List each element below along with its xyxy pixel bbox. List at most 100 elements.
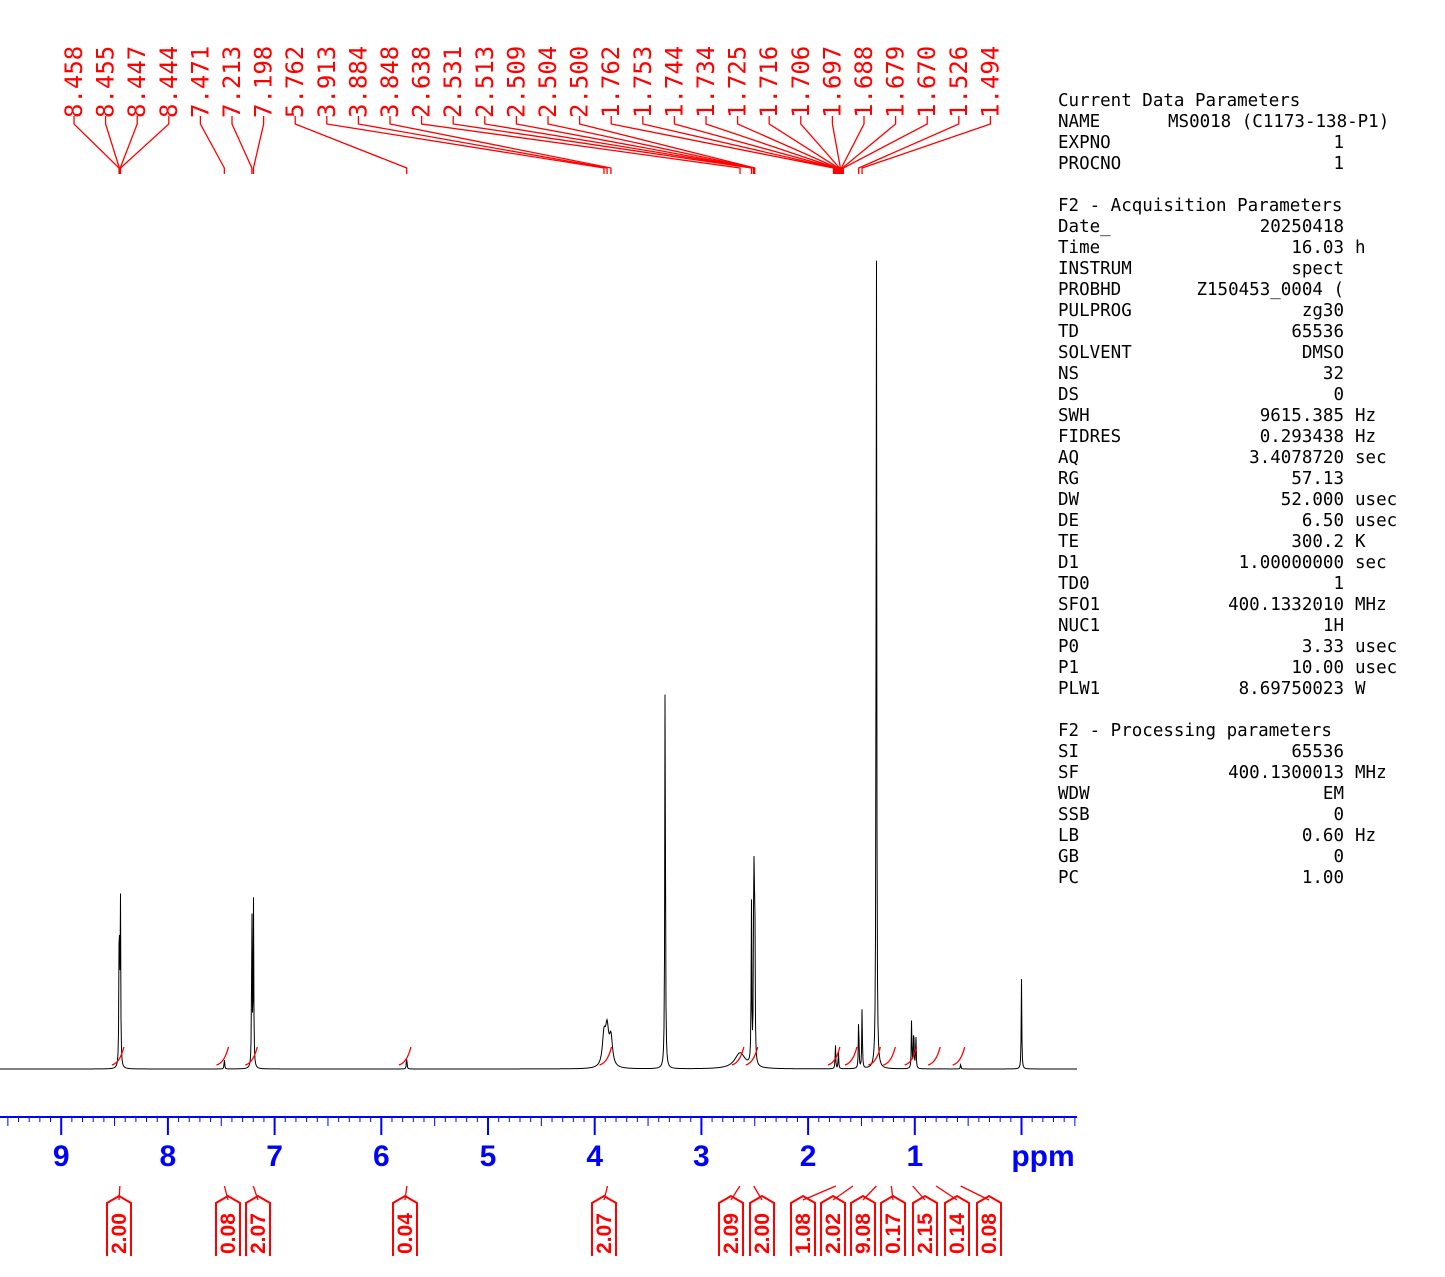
axis-tick-label: 7	[266, 1140, 283, 1173]
param-key: NUC1	[1058, 616, 1101, 636]
peak-label: 5.762	[281, 46, 309, 118]
param-row: EXPNO 1	[1058, 133, 1438, 154]
integral-label: 2.09	[720, 1213, 743, 1254]
peak-label-connector	[326, 116, 605, 174]
peak-label: 1.697	[818, 46, 846, 118]
param-row: SWH 9615.385 Hz	[1058, 406, 1438, 427]
peak-label-connector	[768, 116, 840, 174]
peak-label: 2.531	[439, 46, 467, 118]
param-key: PLW1	[1058, 679, 1101, 699]
peak-label: 1.744	[660, 46, 688, 118]
param-key: PROBHD	[1058, 280, 1122, 300]
param-row: F2 - Processing parameters	[1058, 721, 1438, 742]
integral-curve	[111, 1046, 125, 1066]
param-value: 1.00	[1301, 868, 1344, 888]
integral-label: 2.07	[593, 1213, 616, 1254]
peak-label: 2.638	[408, 46, 436, 118]
integral-curve	[844, 1046, 858, 1066]
peak-label: 1.670	[913, 46, 941, 118]
parameters-panel: Current Data Parameters NAME MS0018 (C1173…	[1058, 91, 1438, 889]
integral-bracket	[802, 1185, 837, 1201]
param-row: PULPROG zg30	[1058, 301, 1438, 322]
param-row: PROCNO 1	[1058, 154, 1438, 175]
integral-curve	[398, 1046, 412, 1066]
integral-box	[591, 1194, 617, 1256]
axis-tick-label: 2	[800, 1140, 817, 1173]
param-key: SF	[1058, 763, 1080, 783]
param-value: 6.50	[1301, 511, 1344, 531]
integral-label: 0.08	[217, 1213, 240, 1254]
param-row: D1 1.00000000 sec	[1058, 553, 1438, 574]
peak-label-connector	[831, 116, 842, 174]
param-section-title: F2 - Acquisition Parameters	[1058, 196, 1343, 216]
param-key: INSTRUM	[1058, 259, 1132, 279]
peak-label-connector	[231, 116, 253, 174]
integral-box	[976, 1194, 1002, 1256]
peak-label: 1.706	[787, 46, 815, 118]
integral-label: 1.08	[792, 1213, 815, 1254]
param-value: 300.2	[1291, 532, 1344, 552]
param-unit: usec	[1355, 637, 1398, 657]
peak-label: 1.725	[724, 46, 752, 118]
param-key: DS	[1058, 385, 1080, 405]
param-key: GB	[1058, 847, 1080, 867]
param-unit: Hz	[1355, 427, 1377, 447]
peak-label-connector	[840, 116, 865, 174]
param-key: SI	[1058, 742, 1080, 762]
peak-label-connector	[294, 116, 408, 174]
param-value: 8.69750023	[1238, 679, 1344, 699]
param-key: Time	[1058, 238, 1101, 258]
param-row: FIDRES 0.293438 Hz	[1058, 427, 1438, 448]
param-row: NS 32	[1058, 364, 1438, 385]
peak-label-connector	[842, 116, 928, 174]
param-row: NUC1 1H	[1058, 616, 1438, 637]
axis-tick-label: 5	[480, 1140, 497, 1173]
integral-label: 0.14	[946, 1213, 969, 1254]
peak-label: 3.884	[344, 46, 372, 118]
peak-label: 2.509	[502, 46, 530, 118]
param-section-title: F2 - Processing parameters	[1058, 721, 1332, 741]
param-value: 20250418	[1259, 217, 1344, 237]
integral-curve	[731, 1046, 745, 1066]
param-unit: K	[1355, 532, 1366, 552]
param-row: INSTRUM spect	[1058, 259, 1438, 280]
peak-label-connector	[357, 116, 608, 174]
param-key: PC	[1058, 868, 1080, 888]
param-key: TD	[1058, 322, 1080, 342]
spectrum-trace	[0, 260, 1077, 1070]
integral-box	[880, 1194, 906, 1256]
peak-label: 1.716	[755, 46, 783, 118]
param-key: P1	[1058, 658, 1080, 678]
peak-label: 2.500	[566, 46, 594, 118]
integral-label-group: 2.00 0.08 2.07 0.04 2.07 2.09 2.00 1.08 2.02 9.08…	[106, 1185, 1002, 1256]
peak-label-connector	[673, 116, 837, 174]
peak-label: 8.455	[92, 46, 120, 118]
integral-box	[820, 1194, 846, 1256]
param-value: 0.293438	[1259, 427, 1344, 447]
axis-unit-label: ppm	[1011, 1140, 1074, 1173]
param-unit: MHz	[1355, 763, 1387, 783]
peak-label-connector	[389, 116, 612, 174]
param-value: 52.000	[1280, 490, 1344, 510]
integral-box	[790, 1194, 816, 1256]
integral-bracket	[252, 1185, 259, 1201]
param-row	[1058, 700, 1438, 721]
axis-tick-label: 1	[906, 1140, 923, 1173]
param-value: 3.33	[1301, 637, 1344, 657]
axis-tick-label: 4	[586, 1140, 603, 1173]
param-key: NAME	[1058, 112, 1101, 132]
peak-label: 3.848	[376, 46, 404, 118]
peak-label-connector	[861, 116, 992, 174]
param-row: P1 10.00 usec	[1058, 658, 1438, 679]
peak-label: 7.198	[250, 46, 278, 118]
param-unit: usec	[1355, 511, 1398, 531]
param-key: FIDRES	[1058, 427, 1122, 447]
peak-label: 3.913	[313, 46, 341, 118]
integral-box	[245, 1194, 271, 1256]
param-key: DW	[1058, 490, 1080, 510]
param-value: 1	[1333, 574, 1344, 594]
peak-label: 2.513	[471, 46, 499, 118]
integral-curve	[827, 1046, 841, 1066]
integral-label: 9.08	[852, 1213, 875, 1254]
param-row: RG 57.13	[1058, 469, 1438, 490]
